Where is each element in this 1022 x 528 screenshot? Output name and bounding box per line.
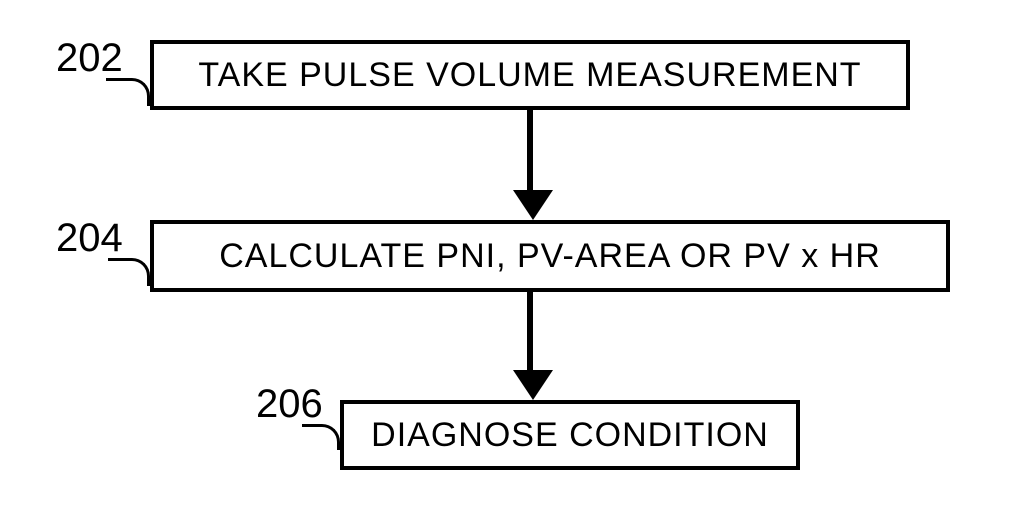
flowchart-node: TAKE PULSE VOLUME MEASUREMENT: [150, 40, 910, 110]
arrow-head-icon: [513, 370, 553, 400]
ref-label-204: 204: [56, 216, 123, 261]
node-text: DIAGNOSE CONDITION: [371, 416, 769, 455]
ref-label-202: 202: [56, 36, 123, 81]
flowchart-canvas: TAKE PULSE VOLUME MEASUREMENT 202 CALCUL…: [0, 0, 1022, 528]
flowchart-node: CALCULATE PNI, PV-AREA OR PV x HR: [150, 220, 950, 292]
ref-label-206: 206: [256, 382, 323, 427]
ref-leader: [108, 258, 150, 286]
arrow-shaft: [527, 292, 533, 370]
arrow-shaft: [527, 110, 533, 190]
node-text: TAKE PULSE VOLUME MEASUREMENT: [198, 56, 861, 95]
flowchart-node: DIAGNOSE CONDITION: [340, 400, 800, 470]
ref-leader: [106, 78, 150, 106]
node-text: CALCULATE PNI, PV-AREA OR PV x HR: [219, 237, 881, 276]
ref-leader: [302, 424, 340, 450]
arrow-head-icon: [513, 190, 553, 220]
